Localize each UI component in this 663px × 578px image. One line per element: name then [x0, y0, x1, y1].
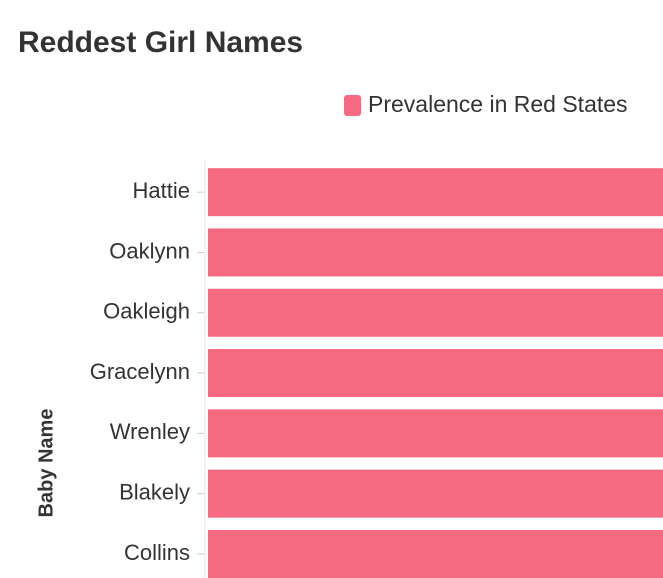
y-axis-title: Baby Name	[35, 409, 57, 518]
bar	[208, 469, 663, 518]
bar	[208, 288, 663, 337]
bar	[208, 349, 663, 398]
y-tick-label: Gracelynn	[90, 359, 190, 384]
chart-title: Reddest Girl Names	[18, 26, 303, 59]
bar	[208, 168, 663, 217]
bar	[208, 228, 663, 277]
bar	[208, 409, 663, 458]
y-tick-label: Wrenley	[110, 419, 190, 444]
y-tick-label: Oaklynn	[109, 238, 190, 263]
y-tick-label: Blakely	[119, 479, 190, 504]
y-tick-label: Collins	[124, 540, 190, 565]
y-tick-label: Hattie	[133, 178, 190, 203]
legend-label: Prevalence in Red States	[368, 91, 628, 117]
legend-swatch	[344, 95, 361, 116]
y-tick-label: Oakleigh	[103, 299, 190, 324]
bar	[208, 529, 663, 578]
